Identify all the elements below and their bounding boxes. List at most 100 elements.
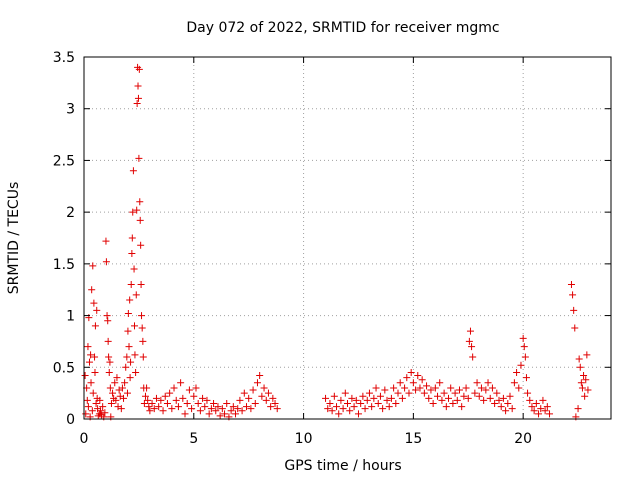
data-point [129, 167, 137, 175]
data-point [117, 405, 125, 413]
data-point [464, 394, 472, 402]
y-axis-title: SRMTID / TECUs [6, 182, 22, 295]
data-point [521, 353, 529, 361]
data-point [131, 322, 139, 330]
data-point [185, 386, 193, 394]
data-point [113, 374, 121, 382]
data-point [93, 306, 101, 314]
data-point [120, 394, 128, 402]
data-point [150, 405, 158, 413]
data-point [368, 403, 376, 411]
chart-title: Day 072 of 2022, SRMTID for receiver mgm… [186, 20, 499, 36]
data-point [574, 405, 582, 413]
data-point [207, 405, 215, 413]
data-point [462, 384, 470, 392]
grid [84, 57, 611, 419]
data-point [569, 291, 577, 299]
data-point [541, 407, 549, 415]
data-point [524, 389, 532, 397]
data-point [240, 389, 248, 397]
data-point [376, 392, 384, 400]
data-point [567, 281, 575, 289]
data-point [431, 384, 439, 392]
data-point [199, 394, 207, 402]
data-point [460, 392, 468, 400]
data-point [583, 351, 591, 359]
data-point [88, 286, 96, 294]
data-point [497, 403, 505, 411]
data-point [468, 343, 476, 351]
data-point [517, 361, 525, 369]
x-tick-label: 20 [514, 431, 532, 447]
data-point [174, 403, 182, 411]
data-point [258, 392, 266, 400]
data-point [324, 405, 332, 413]
data-point [451, 389, 459, 397]
data-point [210, 399, 218, 407]
data-point [322, 394, 330, 402]
data-point [333, 403, 341, 411]
data-point [128, 234, 136, 242]
data-point [245, 394, 253, 402]
data-point [146, 407, 154, 415]
data-point [352, 396, 360, 404]
data-point [236, 396, 244, 404]
data-point [372, 384, 380, 392]
data-point [416, 384, 424, 392]
axis-ticks [83, 56, 611, 420]
data-point [212, 407, 220, 415]
data-point [183, 399, 191, 407]
data-point [155, 403, 163, 411]
data-point [453, 396, 461, 404]
data-point [138, 312, 146, 320]
data-point [96, 396, 104, 404]
data-point [465, 337, 473, 345]
data-point [192, 384, 200, 392]
plot-frame [83, 56, 612, 420]
data-point [89, 389, 97, 397]
data-point [502, 407, 510, 415]
data-point [520, 343, 528, 351]
data-point [361, 405, 369, 413]
data-point [124, 310, 132, 318]
data-point [242, 403, 250, 411]
data-point [227, 407, 235, 415]
data-point [522, 374, 530, 382]
data-point [133, 100, 141, 108]
y-tick-label: 2 [66, 205, 75, 221]
data-point [346, 407, 354, 415]
data-point [537, 405, 545, 413]
data-point [499, 394, 507, 402]
data-point [571, 324, 579, 332]
data-point [420, 389, 428, 397]
data-point [141, 392, 149, 400]
data-point [170, 384, 178, 392]
data-point [102, 258, 110, 266]
data-point [91, 353, 99, 361]
data-point [83, 396, 91, 404]
data-point [363, 396, 371, 404]
data-point [91, 368, 99, 376]
data-point [109, 389, 117, 397]
data-point [418, 376, 426, 384]
y-tick-label: 1 [66, 309, 75, 325]
data-point [126, 374, 134, 382]
data-point [128, 250, 136, 258]
data-point [194, 399, 202, 407]
data-point [374, 399, 382, 407]
data-point [201, 403, 209, 411]
data-point [330, 392, 338, 400]
data-point [161, 392, 169, 400]
data-point [123, 389, 131, 397]
y-tick-label: 0 [66, 412, 75, 428]
data-point [546, 410, 554, 418]
data-point [504, 399, 512, 407]
data-point [466, 327, 474, 335]
data-point [107, 399, 115, 407]
data-point [532, 399, 540, 407]
data-point [530, 407, 538, 415]
data-point [396, 379, 404, 387]
data-point [104, 317, 112, 325]
data-point [328, 407, 336, 415]
data-point [238, 407, 246, 415]
